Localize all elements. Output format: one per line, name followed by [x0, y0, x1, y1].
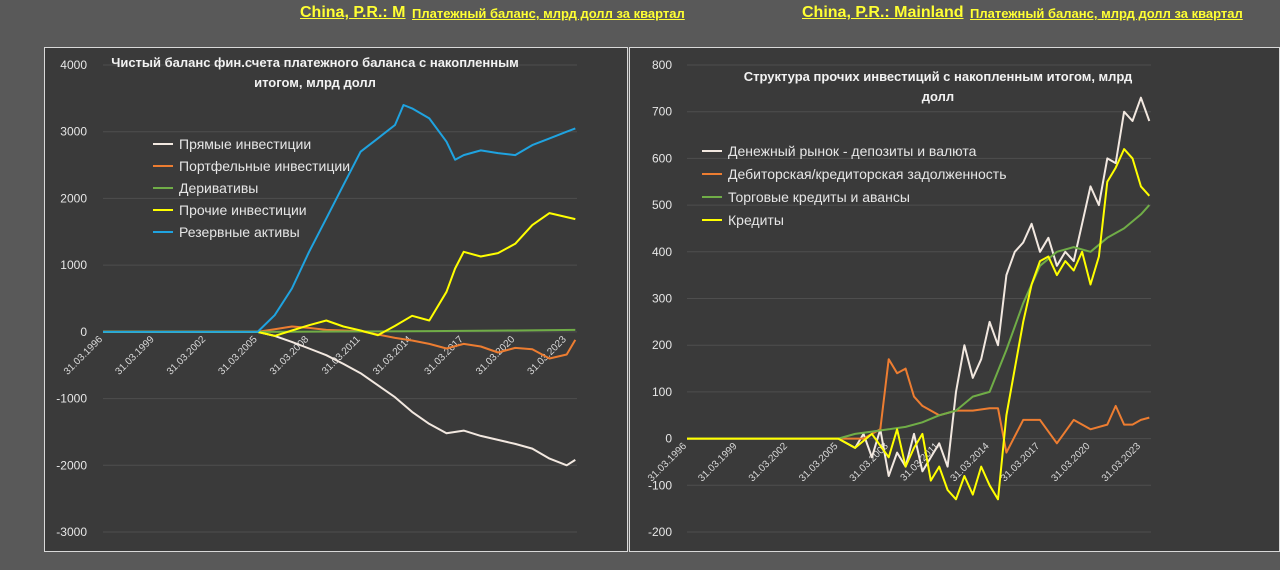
header-left-subtitle: Платежный баланс, млрд долл за квартал: [412, 6, 685, 21]
legend-label-0: Прямые инвестиции: [179, 136, 311, 152]
header-bar: China, P.R.: M Платежный баланс, млрд до…: [290, 2, 1280, 24]
y-tick-label: 2000: [60, 191, 87, 205]
y-tick-label: -2000: [56, 458, 87, 472]
y-tick-label: 1000: [60, 258, 87, 272]
legend-label-4: Резервные активы: [179, 224, 300, 240]
legend-label-1: Дебиторская/кредиторская задолженность: [728, 166, 1007, 182]
series-line-3: [103, 212, 576, 337]
chart-title-line-0: Чистый баланс фин.счета платежного балан…: [111, 55, 519, 70]
legend-label-3: Кредиты: [728, 212, 784, 228]
y-tick-label: 400: [652, 245, 672, 259]
chart-title-line-1: итогом, млрд долл: [254, 75, 376, 90]
y-tick-label: 700: [652, 105, 672, 119]
y-tick-label: 3000: [60, 125, 87, 139]
chart-right: 800 700 600 500 400 300 200 100 0 -100 -200 31.03.1…: [646, 58, 1151, 539]
series-line-1: [103, 325, 577, 360]
chart-left: 4000 3000 2000 1000 0 -1000 -2000 -3000 31.03.19…: [56, 55, 577, 539]
x-tick-label: 31.03.2002: [747, 441, 790, 484]
y-tick-label: 300: [652, 292, 672, 306]
x-tick-label: 31.03.2005: [217, 334, 260, 377]
y-tick-label: 200: [652, 338, 672, 352]
x-tick-label: 31.03.1999: [113, 334, 156, 377]
y-tick-label: -3000: [56, 525, 87, 539]
series-line-4: [103, 104, 576, 333]
y-tick-label: 0: [665, 432, 672, 446]
y-tick-label: 0: [80, 325, 87, 339]
chart-panel-right: 800 700 600 500 400 300 200 100 0 -100 -200 31.03.1…: [629, 47, 1280, 552]
x-tick-label: 31.03.2017: [423, 334, 466, 377]
header-left-country: China, P.R.: M: [300, 4, 406, 21]
y-tick-label: -200: [648, 525, 672, 539]
chart-title-line-0: Структура прочих инвестиций с накопленны…: [744, 69, 1133, 84]
series-line-1: [687, 358, 1150, 454]
y-tick-label: 4000: [60, 58, 87, 72]
x-tick-label: 31.03.2020: [1049, 441, 1092, 484]
legend-label-2: Торговые кредиты и авансы: [728, 189, 910, 205]
header-right-subtitle: Платежный баланс, млрд долл за квартал: [970, 6, 1243, 21]
x-tick-label: 31.03.2020: [474, 334, 517, 377]
y-tick-label: 500: [652, 198, 672, 212]
series-line-0: [103, 330, 576, 467]
series-line-0: [687, 96, 1151, 477]
chart-title-line-1: долл: [922, 89, 954, 104]
y-tick-label: 100: [652, 385, 672, 399]
legend-label-2: Деривативы: [179, 180, 258, 196]
x-tick-label: 31.03.1999: [696, 441, 739, 484]
y-tick-label: -1000: [56, 392, 87, 406]
series-line-3: [687, 148, 1151, 501]
y-tick-label: 800: [652, 58, 672, 72]
x-tick-label: 31.03.1996: [62, 334, 105, 377]
legend-label-0: Денежный рынок - депозиты и валюта: [728, 143, 977, 159]
x-tick-label: 31.03.2023: [1100, 441, 1143, 484]
legend-label-3: Прочие инвестиции: [179, 202, 307, 218]
x-tick-label: 31.03.2002: [165, 334, 208, 377]
header-right-country: China, P.R.: Mainland: [802, 4, 964, 21]
chart-panel-left: 4000 3000 2000 1000 0 -1000 -2000 -3000 31.03.19…: [44, 47, 628, 552]
x-tick-label: 31.03.2005: [797, 441, 840, 484]
legend-label-1: Портфельные инвестиции: [179, 158, 350, 174]
series-line-2: [687, 204, 1151, 440]
y-tick-label: 600: [652, 151, 672, 165]
y-tick-label: -100: [648, 478, 672, 492]
